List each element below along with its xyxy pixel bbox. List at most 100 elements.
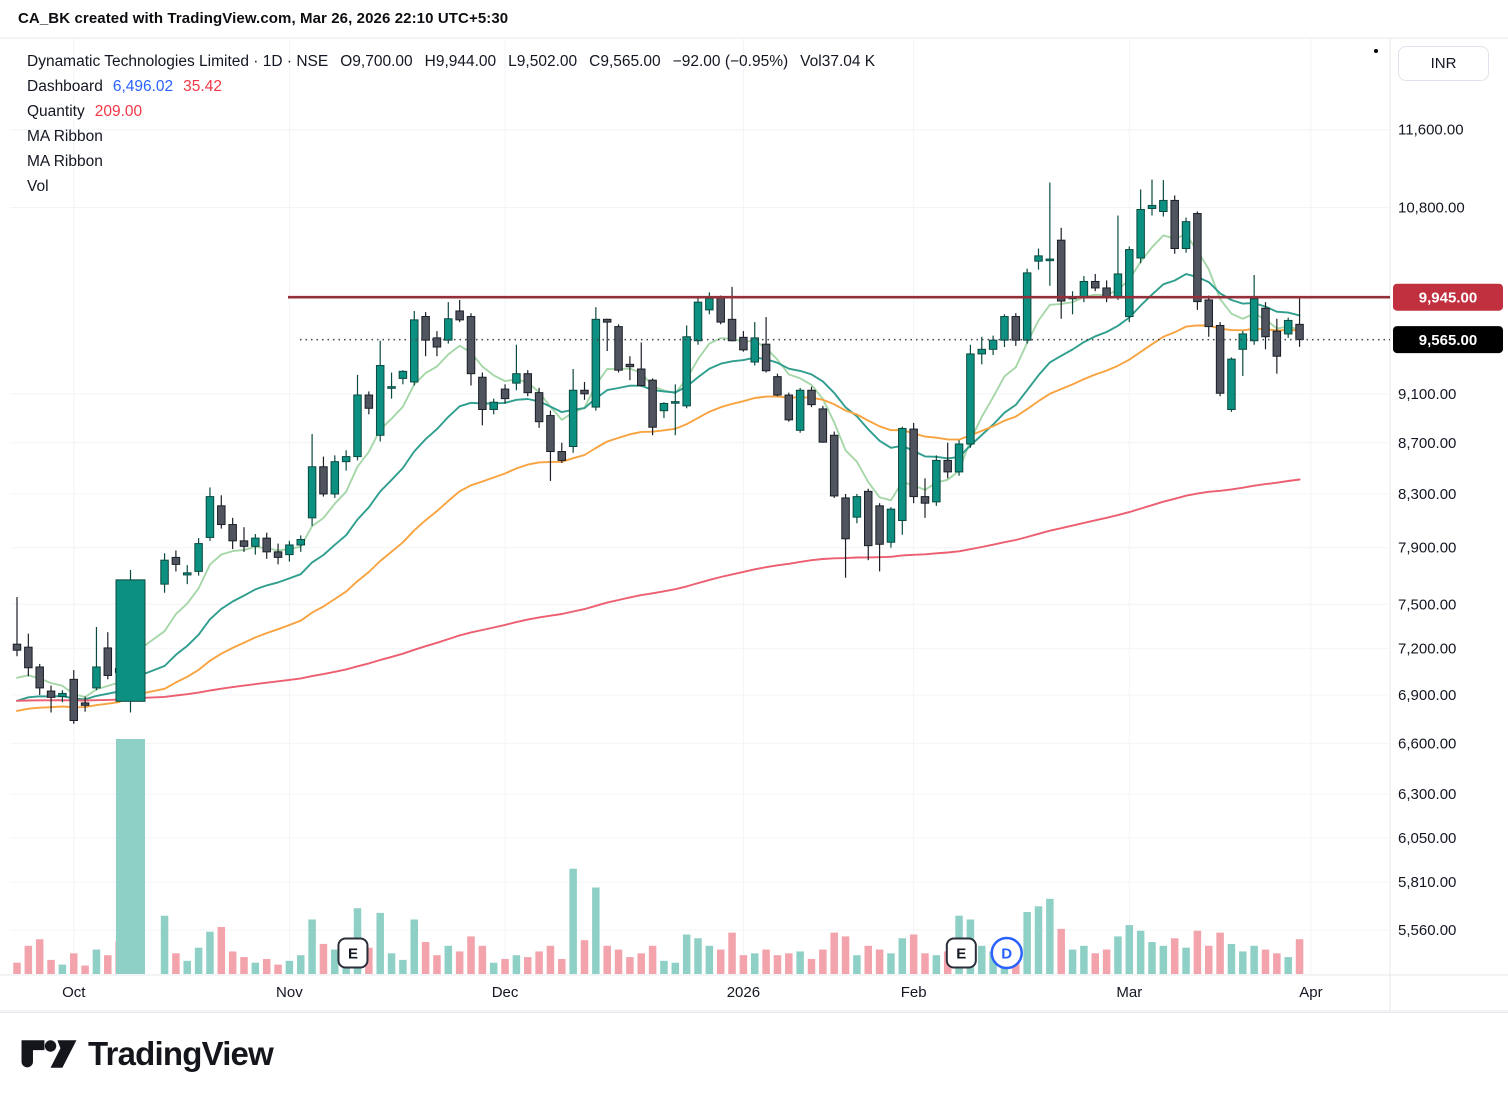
candle-down bbox=[625, 363, 635, 368]
candle-up bbox=[92, 666, 101, 689]
candle-up bbox=[398, 370, 408, 379]
ohlc-low: L9,502.00 bbox=[508, 52, 578, 70]
volume-bar bbox=[92, 949, 101, 974]
candle-up bbox=[1113, 273, 1123, 298]
svg-text:7,900.00: 7,900.00 bbox=[1398, 540, 1456, 557]
svg-text:Apr: Apr bbox=[1299, 984, 1322, 1001]
volume-bar bbox=[285, 960, 294, 974]
candle-down bbox=[943, 459, 952, 473]
currency-button[interactable]: INR bbox=[1398, 46, 1489, 81]
candle-down bbox=[319, 466, 328, 495]
volume-bar bbox=[467, 936, 475, 974]
candle-down bbox=[46, 690, 56, 698]
volume-bar bbox=[682, 934, 691, 974]
volume-bar bbox=[1068, 949, 1077, 974]
candle-up bbox=[160, 559, 169, 585]
candle-up bbox=[285, 544, 294, 556]
candle-down bbox=[546, 415, 555, 453]
indicator-row-dashboard[interactable]: Dashboard 6,496.02 35.42 bbox=[27, 74, 887, 99]
volume-bar bbox=[172, 953, 180, 974]
candles bbox=[12, 179, 1304, 724]
candle-down bbox=[773, 376, 782, 396]
time-axis-labels[interactable]: Oct Nov Dec 2026 Feb Mar Apr bbox=[62, 984, 1322, 1001]
candle-down bbox=[761, 343, 771, 372]
tradingview-logo-icon bbox=[21, 1040, 77, 1068]
volume-bar bbox=[785, 953, 793, 974]
volume-bar bbox=[853, 955, 861, 974]
candle-down bbox=[920, 496, 930, 504]
candle-up bbox=[659, 402, 669, 412]
candle-down bbox=[637, 368, 646, 386]
svg-text:Feb: Feb bbox=[901, 984, 927, 1001]
candle-up bbox=[194, 543, 203, 572]
price-change: −92.00 (−0.95%) bbox=[672, 52, 789, 70]
volume-bar bbox=[81, 965, 89, 974]
candle-up bbox=[966, 353, 975, 445]
indicator-row-vol[interactable]: Vol bbox=[27, 174, 887, 199]
volume-bar bbox=[909, 934, 918, 974]
candle-down bbox=[716, 297, 725, 323]
symbol-title[interactable]: Dynamatic Technologies Limited · 1D · NS… bbox=[27, 52, 329, 70]
candle-up bbox=[296, 538, 305, 546]
volume-bar bbox=[648, 945, 657, 974]
indicator-label[interactable]: MA Ribbon bbox=[27, 152, 103, 170]
earnings-marker bbox=[945, 937, 977, 969]
volume-bar bbox=[455, 951, 464, 974]
volume-bar bbox=[240, 957, 248, 974]
volume-bar bbox=[433, 955, 441, 974]
candle-up bbox=[568, 389, 578, 448]
ma-ribbon-1-slow bbox=[16, 273, 1301, 702]
volume-bar bbox=[1136, 930, 1145, 974]
volume-bar bbox=[444, 945, 453, 974]
candle-up bbox=[444, 318, 453, 341]
volume-bar bbox=[410, 919, 418, 974]
volume-bar bbox=[1182, 947, 1190, 974]
volume-bar bbox=[58, 964, 67, 974]
volume-bar bbox=[1034, 906, 1043, 974]
volume-bar bbox=[660, 960, 668, 974]
volume-bar bbox=[319, 943, 328, 974]
volume-bar bbox=[569, 868, 577, 974]
candle-down bbox=[466, 316, 476, 375]
indicator-row-quantity[interactable]: Quantity 209.00 bbox=[27, 99, 887, 124]
svg-text:9,100.00: 9,100.00 bbox=[1398, 386, 1456, 403]
volume-bar bbox=[796, 951, 804, 974]
volume-bar bbox=[1148, 942, 1156, 974]
candle-down bbox=[69, 678, 78, 722]
indicator-label[interactable]: Dashboard bbox=[27, 77, 103, 95]
volume-bar bbox=[614, 949, 623, 974]
volume-bar bbox=[819, 949, 827, 974]
volume-bar bbox=[160, 915, 169, 974]
volume-bar bbox=[251, 962, 260, 974]
volume-bar bbox=[1239, 951, 1247, 974]
candle-up bbox=[251, 537, 260, 547]
svg-text:E: E bbox=[348, 946, 358, 963]
candle-up bbox=[1283, 319, 1293, 335]
symbol-info-row[interactable]: Dynamatic Technologies Limited · 1D · NS… bbox=[27, 49, 887, 74]
svg-text:5,560.00: 5,560.00 bbox=[1398, 922, 1456, 939]
indicator-label[interactable]: Vol bbox=[27, 177, 49, 195]
svg-text:7,200.00: 7,200.00 bbox=[1398, 641, 1456, 658]
ma-ribbon-1-fast bbox=[16, 233, 1301, 698]
candle-down bbox=[1170, 199, 1179, 250]
volume-bar bbox=[637, 953, 645, 974]
volume-bar bbox=[546, 945, 555, 974]
volume-bar bbox=[887, 953, 895, 974]
indicator-row-ma-ribbon-1[interactable]: MA Ribbon bbox=[27, 124, 887, 149]
svg-text:9,565.00: 9,565.00 bbox=[1419, 332, 1477, 349]
volume-bar bbox=[524, 957, 532, 974]
indicator-row-ma-ribbon-2[interactable]: MA Ribbon bbox=[27, 149, 887, 174]
tradingview-logo[interactable]: TradingView bbox=[20, 1034, 274, 1074]
volume-bar bbox=[47, 959, 55, 974]
indicator-label[interactable]: MA Ribbon bbox=[27, 127, 103, 145]
indicator-label[interactable]: Quantity bbox=[27, 102, 85, 120]
candle-up bbox=[115, 579, 146, 702]
candle-up bbox=[795, 389, 805, 431]
volume-bar bbox=[478, 945, 487, 974]
candle-down bbox=[1215, 324, 1225, 394]
price-axis-labels[interactable]: 11,600.00 10,800.00 9,100.00 8,700.00 8,300.… bbox=[1398, 122, 1465, 939]
volume-bar bbox=[1057, 928, 1065, 974]
volume-bar bbox=[841, 936, 850, 974]
